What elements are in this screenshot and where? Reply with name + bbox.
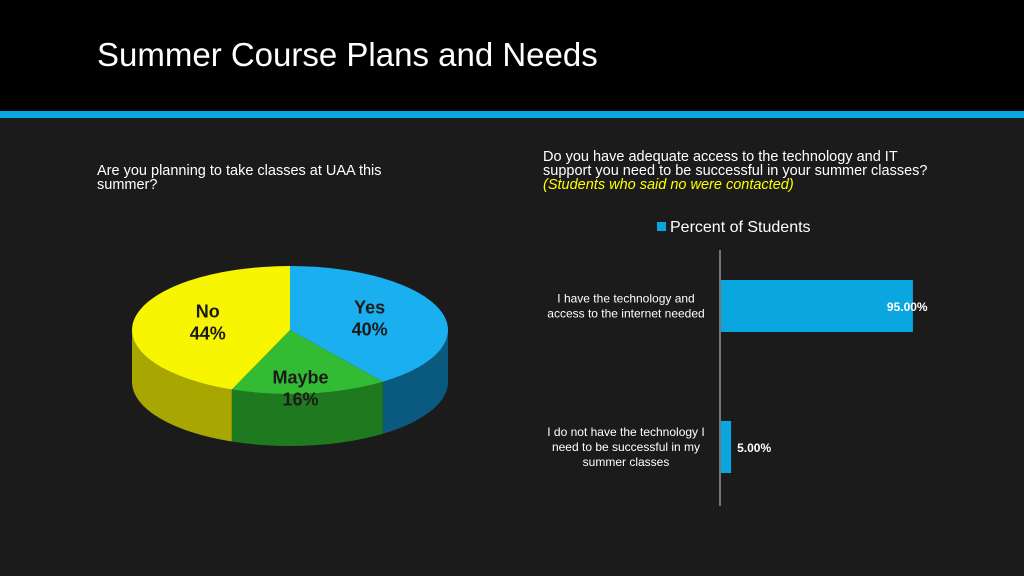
- pie-label-no: No: [196, 302, 220, 322]
- pie-value-yes: 40%: [352, 320, 388, 340]
- bar-value-label-1: 95.00%: [887, 300, 928, 314]
- pie-value-maybe: 16%: [282, 390, 318, 410]
- bar-question-main: Do you have adequate access to the techn…: [543, 149, 928, 179]
- bar-1: [721, 280, 913, 332]
- pie-slice-no: [132, 266, 290, 390]
- bar-category-line: access to the internet needed: [547, 307, 704, 321]
- bar-category-line: summer classes: [583, 455, 670, 469]
- pie-label-yes: Yes: [354, 298, 385, 318]
- bar-chart: Percent of Students 95.00% I have the tech…: [547, 219, 928, 506]
- bar-category-line: I have the technology and: [557, 292, 694, 306]
- header-bar: Summer Course Plans and Needs: [0, 0, 1024, 111]
- pie-slice-maybe: [231, 330, 383, 394]
- bar-category-line: need to be successful in my: [552, 440, 700, 454]
- bar-2: [721, 421, 732, 473]
- bar-question-note: (Students who said no were contacted): [543, 177, 794, 193]
- bar-question: Do you have adequate access to the techn…: [543, 149, 938, 193]
- pie-side-maybe: [231, 381, 383, 446]
- pie-label-maybe: Maybe: [272, 368, 328, 388]
- slide-title: Summer Course Plans and Needs: [97, 36, 598, 73]
- legend-swatch: [657, 222, 666, 231]
- pie-slice-yes: [290, 266, 448, 382]
- pie-side-no: [132, 330, 232, 442]
- bar-category-label-1: I have the technology and access to the i…: [547, 292, 704, 321]
- legend-label: Percent of Students: [670, 219, 811, 236]
- accent-stripe: [0, 111, 1024, 118]
- pie-side-yes: [382, 330, 448, 434]
- pie-value-no: 44%: [190, 324, 226, 344]
- bar-value-label-2: 5.00%: [737, 441, 771, 455]
- pie-question: Are you planning to take classes at UAA …: [97, 163, 382, 193]
- bar-category-line: I do not have the technology I: [547, 425, 704, 439]
